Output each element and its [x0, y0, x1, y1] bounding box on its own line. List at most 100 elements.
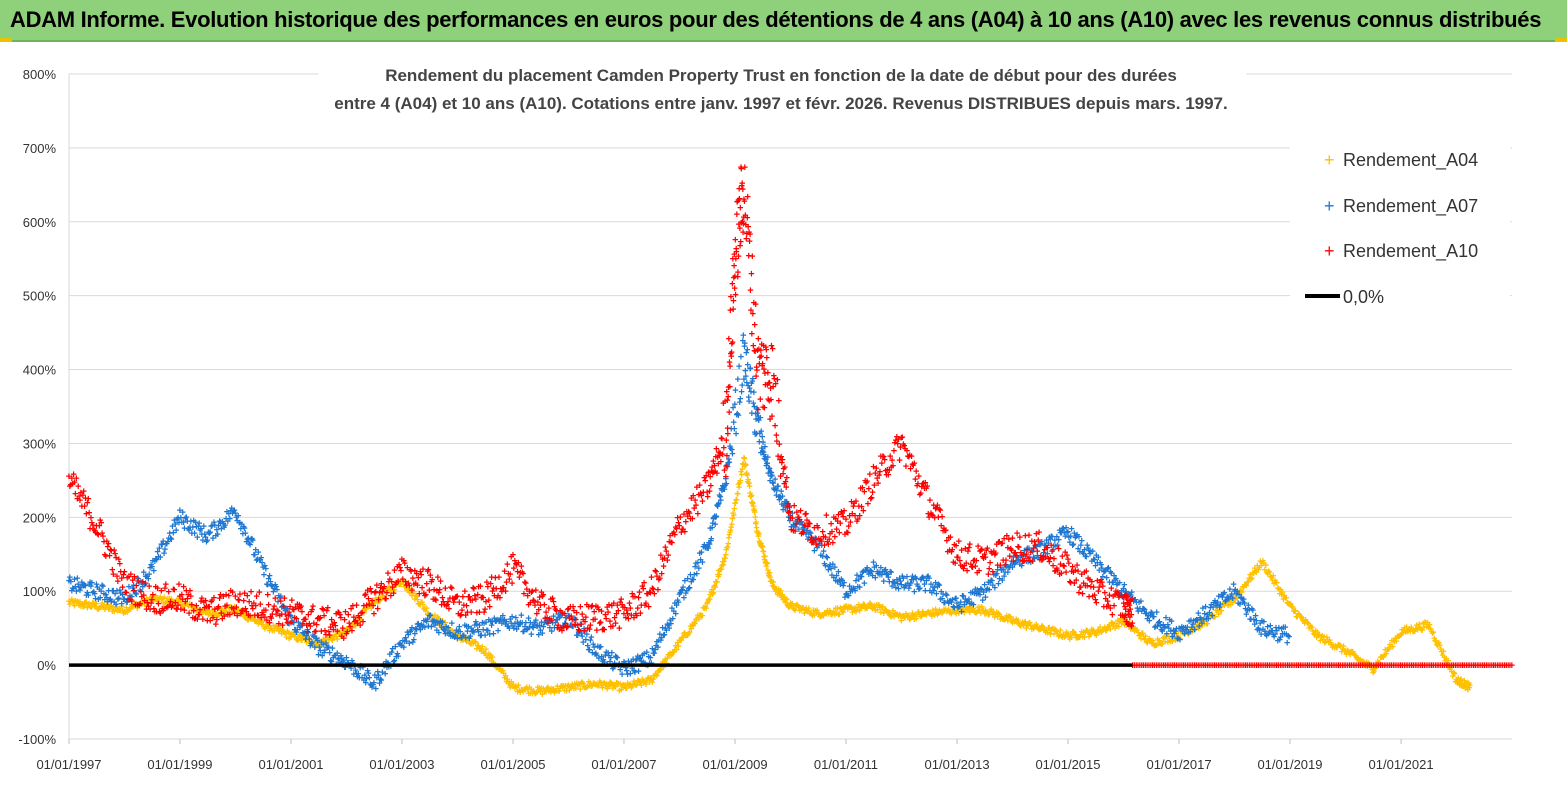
- point-rendement-a04: +: [258, 618, 264, 630]
- point-rendement-a04: +: [424, 610, 430, 622]
- point-rendement-a04: +: [142, 596, 148, 608]
- point-rendement-a04: +: [512, 683, 518, 695]
- point-rendement-a04: +: [247, 613, 253, 625]
- point-rendement-a04: +: [484, 650, 490, 662]
- point-rendement-a04: +: [708, 589, 714, 601]
- point-rendement-a04: +: [625, 680, 631, 692]
- point-rendement-a04: +: [467, 638, 473, 650]
- point-rendement-a04: +: [381, 593, 387, 605]
- point-rendement-a04: +: [713, 577, 719, 589]
- point-rendement-a10: +: [924, 481, 930, 493]
- point-rendement-a04: +: [496, 664, 502, 676]
- point-rendement-a10: +: [708, 481, 714, 493]
- x-tick-label: 01/01/2003: [369, 757, 434, 772]
- point-rendement-a04: +: [422, 603, 428, 615]
- point-rendement-a04: +: [580, 678, 586, 690]
- x-tick-label: 01/01/2009: [702, 757, 767, 772]
- point-rendement-a04: +: [388, 585, 394, 597]
- point-rendement-a04: +: [622, 681, 628, 693]
- point-rendement-a04: +: [689, 619, 695, 631]
- point-rendement-a04: +: [220, 607, 226, 619]
- point-rendement-a04: +: [286, 633, 292, 645]
- point-rendement-a04: +: [298, 635, 304, 647]
- point-rendement-a04: +: [445, 624, 451, 636]
- point-rendement-a04: +: [153, 594, 159, 606]
- point-rendement-a04: +: [239, 608, 245, 620]
- point-rendement-a04: +: [387, 583, 393, 595]
- point-rendement-a04: +: [685, 629, 691, 641]
- point-rendement-a04: +: [259, 620, 265, 632]
- point-rendement-a04: +: [184, 599, 190, 611]
- point-rendement-a04: +: [364, 602, 370, 614]
- point-rendement-a04: +: [485, 653, 491, 665]
- point-rendement-a07: +: [729, 449, 735, 461]
- point-rendement-a04: +: [639, 674, 645, 686]
- point-rendement-a04: +: [721, 553, 727, 565]
- point-rendement-a04: +: [73, 597, 79, 609]
- point-rendement-a04: +: [699, 611, 705, 623]
- y-tick-label: 100%: [23, 584, 57, 599]
- point-rendement-a04: +: [680, 633, 686, 645]
- point-rendement-a04: +: [108, 602, 114, 614]
- point-rendement-a04: +: [339, 627, 345, 639]
- point-rendement-a04: +: [613, 678, 619, 690]
- point-rendement-a04: +: [171, 600, 177, 612]
- point-rendement-a04: +: [721, 557, 727, 569]
- point-rendement-a04: +: [400, 576, 406, 588]
- point-rendement-a04: +: [311, 638, 317, 650]
- point-rendement-a04: +: [190, 605, 196, 617]
- point-rendement-a04: +: [174, 595, 180, 607]
- point-rendement-a04: +: [91, 601, 97, 613]
- point-rendement-a04: +: [214, 610, 220, 622]
- point-rendement-a04: +: [256, 614, 262, 626]
- point-rendement-a04: +: [165, 594, 171, 606]
- point-rendement-a10: +: [774, 375, 780, 387]
- point-rendement-a04: +: [661, 656, 667, 668]
- point-rendement-a04: +: [559, 681, 565, 693]
- point-rendement-a04: +: [702, 601, 708, 613]
- point-rendement-a04: +: [694, 614, 700, 626]
- x-tick-label: 01/01/2021: [1369, 757, 1434, 772]
- point-rendement-a04: +: [227, 602, 233, 614]
- point-rendement-a04: +: [658, 661, 664, 673]
- point-rendement-a04: +: [113, 604, 119, 616]
- point-rendement-a04: +: [302, 633, 308, 645]
- point-rendement-a04: +: [310, 638, 316, 650]
- point-rendement-a04: +: [179, 600, 185, 612]
- point-rendement-a04: +: [717, 565, 723, 577]
- point-rendement-a04: +: [272, 621, 278, 633]
- point-rendement-a04: +: [216, 610, 222, 622]
- legend-label-a04: Rendement_A04: [1343, 150, 1478, 171]
- point-rendement-a04: +: [541, 686, 547, 698]
- legend-marker-a04: +: [1324, 150, 1335, 170]
- point-rendement-a10: +: [665, 550, 671, 562]
- point-rendement-a04: +: [573, 678, 579, 690]
- point-rendement-a04: +: [528, 684, 534, 696]
- point-rendement-a04: +: [254, 616, 260, 628]
- point-rendement-a04: +: [586, 681, 592, 693]
- point-rendement-a04: +: [262, 624, 268, 636]
- point-rendement-a04: +: [463, 636, 469, 648]
- point-rendement-a04: +: [570, 681, 576, 693]
- point-rendement-a04: +: [516, 686, 522, 698]
- point-rendement-a04: +: [320, 634, 326, 646]
- point-rendement-a04: +: [85, 600, 91, 612]
- point-rendement-a04: +: [261, 622, 267, 634]
- point-rendement-a04: +: [331, 631, 337, 643]
- point-rendement-a04: +: [135, 599, 141, 611]
- point-rendement-a04: +: [180, 601, 186, 613]
- point-rendement-a04: +: [215, 610, 221, 622]
- point-rendement-a04: +: [360, 607, 366, 619]
- point-rendement-a04: +: [279, 625, 285, 637]
- point-rendement-a04: +: [705, 595, 711, 607]
- point-rendement-a10: +: [645, 602, 651, 614]
- point-rendement-a04: +: [273, 623, 279, 635]
- point-rendement-a04: +: [711, 580, 717, 592]
- point-rendement-a04: +: [624, 678, 630, 690]
- point-rendement-a04: +: [615, 678, 621, 690]
- point-rendement-a04: +: [240, 608, 246, 620]
- point-rendement-a04: +: [403, 582, 409, 594]
- point-rendement-a04: +: [423, 603, 429, 615]
- point-rendement-a04: +: [477, 643, 483, 655]
- point-rendement-a04: +: [233, 604, 239, 616]
